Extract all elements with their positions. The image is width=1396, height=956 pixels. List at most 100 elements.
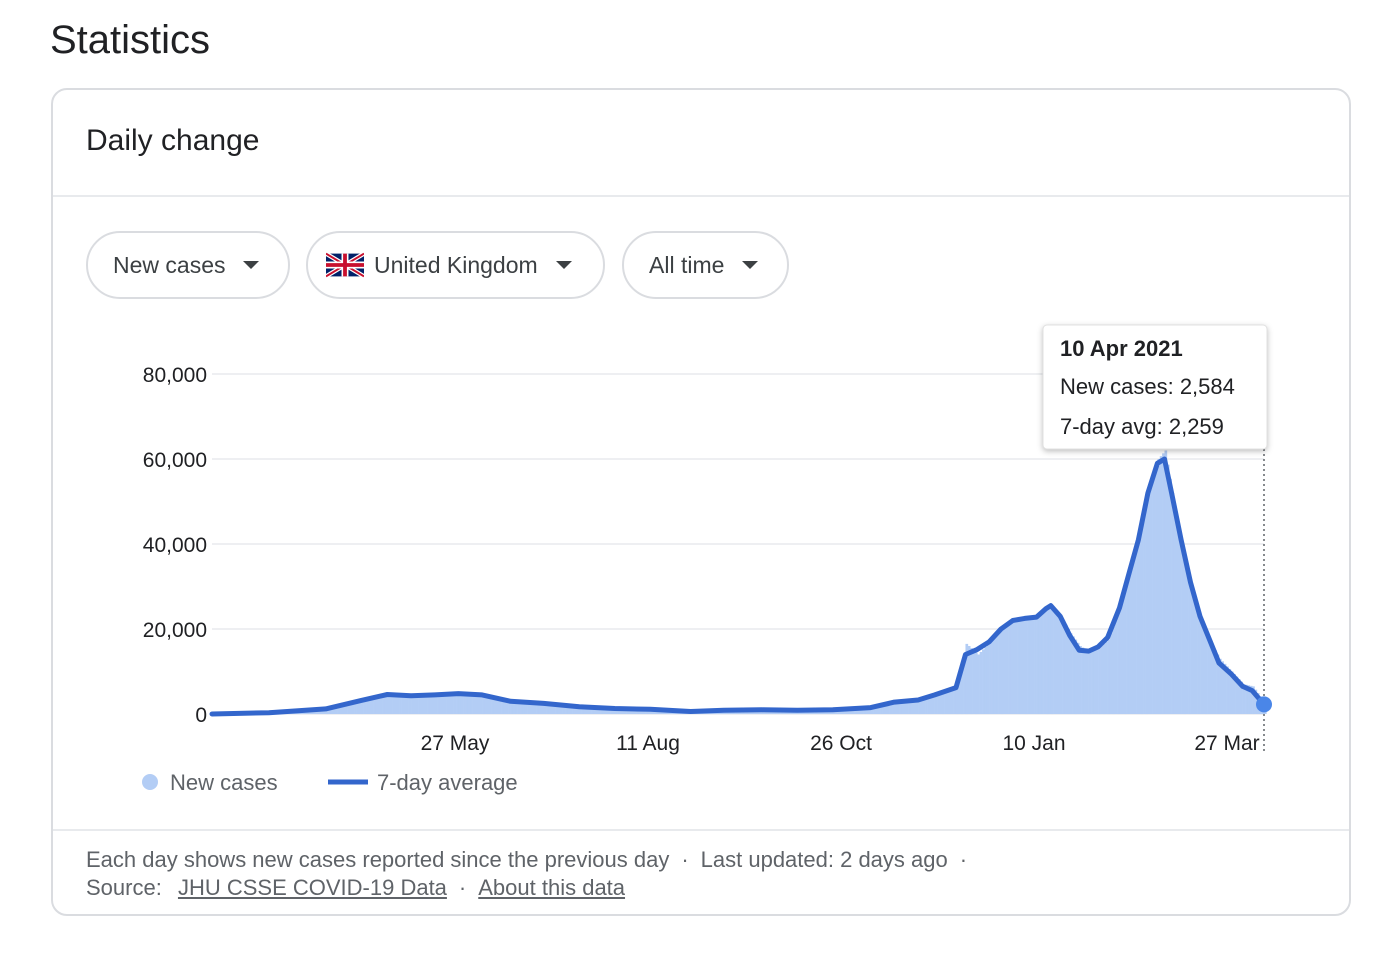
bar (858, 707, 862, 714)
bar (972, 650, 976, 714)
bar (894, 701, 898, 714)
bar (1252, 686, 1255, 715)
bar (347, 702, 350, 714)
bar (553, 703, 556, 714)
bar (889, 702, 893, 714)
bar (918, 699, 921, 715)
hover-point[interactable] (1256, 696, 1272, 713)
bar (387, 693, 390, 714)
bar (1145, 503, 1149, 715)
bar (332, 705, 336, 714)
bar (491, 696, 495, 714)
bar (472, 694, 476, 714)
bar (899, 700, 902, 714)
header-divider (53, 195, 1349, 197)
bar (1202, 625, 1206, 714)
bar (496, 697, 499, 714)
bar (884, 703, 888, 714)
bar (536, 702, 540, 714)
bar (1181, 544, 1184, 714)
bar (887, 703, 890, 714)
bar (1114, 620, 1118, 714)
bar (1098, 648, 1101, 715)
source-link[interactable]: JHU CSSE COVID-19 Data (177, 875, 447, 900)
bar (1064, 624, 1068, 714)
footer-note-line: Each day shows new cases reported since … (86, 847, 968, 872)
bar (370, 697, 374, 714)
bar (581, 706, 585, 714)
last-updated: Last updated: 2 days ago (700, 847, 948, 872)
bar (1216, 654, 1220, 714)
bar (382, 694, 386, 714)
bar (1128, 569, 1132, 714)
y-tick-label: 20,000 (143, 619, 207, 642)
bar (349, 701, 353, 714)
bar (1192, 595, 1196, 714)
bar (908, 699, 912, 714)
bar (531, 702, 535, 714)
bar (1057, 613, 1061, 714)
bar (1041, 613, 1044, 714)
bar (339, 704, 343, 714)
bar (963, 654, 966, 714)
x-tick-label: 27 Mar (1194, 732, 1259, 755)
bar (434, 695, 438, 714)
about-data-link[interactable]: About this data (478, 875, 626, 900)
bar (588, 706, 592, 714)
x-tick-label: 10 Jan (1002, 732, 1065, 755)
bar (505, 699, 509, 714)
bar (1083, 649, 1087, 714)
bar (1169, 478, 1172, 714)
bar (444, 695, 447, 714)
bar (998, 629, 1002, 714)
bar (1015, 620, 1018, 714)
bar (399, 694, 402, 714)
card-title: Daily change (86, 124, 260, 157)
bar (538, 702, 542, 714)
bar (406, 694, 409, 714)
bar (913, 699, 916, 714)
bar (510, 700, 514, 714)
bar (546, 703, 549, 714)
metric-dropdown[interactable]: New cases (86, 231, 290, 299)
bar (550, 703, 554, 714)
bar (974, 652, 978, 715)
bar (915, 699, 919, 714)
tooltip-new-cases: New cases: 2,584 (1060, 374, 1235, 399)
bar (939, 691, 943, 714)
bar (489, 696, 492, 714)
bar (880, 704, 883, 714)
bar (1211, 646, 1215, 714)
bar (354, 700, 357, 714)
x-tick-label: 11 Aug (616, 732, 680, 755)
bar (403, 694, 407, 714)
bar (986, 644, 990, 714)
bar (1183, 554, 1187, 715)
bar (1126, 579, 1130, 714)
legend-bars-swatch (142, 774, 158, 790)
bar (1048, 607, 1052, 714)
bar (1081, 647, 1085, 714)
bar (389, 693, 393, 714)
bar (460, 694, 464, 714)
tooltip-avg: 7-day avg: 2,259 (1060, 414, 1224, 439)
bar (330, 706, 334, 714)
bar (903, 700, 907, 714)
bar (1121, 598, 1125, 714)
bar (1173, 505, 1177, 714)
bar (1086, 650, 1089, 714)
bar (946, 689, 950, 714)
bar (1043, 611, 1047, 714)
bar (1214, 650, 1217, 714)
bar (1036, 617, 1040, 714)
bar (1069, 633, 1073, 714)
bar (425, 695, 428, 714)
bar (413, 694, 417, 714)
time-range-dropdown[interactable]: All time (622, 231, 789, 299)
footer-divider (53, 829, 1349, 831)
region-dropdown[interactable]: United Kingdom (306, 231, 605, 299)
bar (453, 694, 457, 714)
region-dropdown-label: United Kingdom (374, 251, 538, 278)
bar (420, 694, 424, 714)
bar (517, 700, 521, 714)
